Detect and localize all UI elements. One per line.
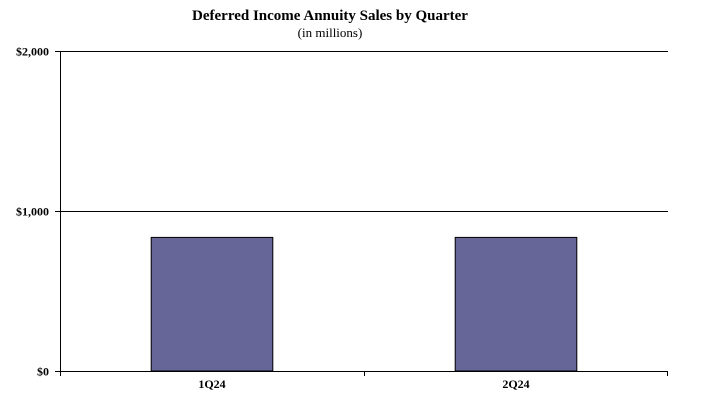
bar-1q24	[150, 236, 274, 372]
y-tick-label: $0	[37, 365, 49, 379]
y-tick-label: $1,000	[16, 205, 49, 219]
x-tick-label: 2Q24	[502, 377, 529, 391]
chart-title: Deferred Income Annuity Sales by Quarter	[192, 8, 468, 24]
y-tick-label: $2,000	[16, 45, 49, 59]
x-tick-label: 1Q24	[198, 377, 225, 391]
bar-2q24	[454, 236, 578, 372]
chart-subtitle: (in millions)	[297, 25, 363, 40]
